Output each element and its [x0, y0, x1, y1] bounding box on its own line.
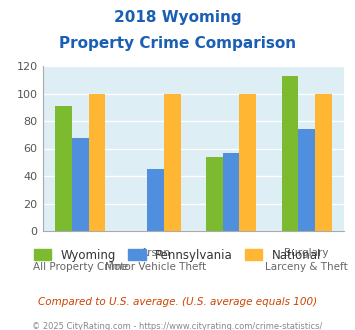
Text: Compared to U.S. average. (U.S. average equals 100): Compared to U.S. average. (U.S. average … [38, 297, 317, 307]
Text: Burglary: Burglary [284, 248, 329, 257]
Bar [206, 157, 223, 231]
Bar [147, 169, 164, 231]
Bar [164, 93, 181, 231]
Bar [282, 76, 298, 231]
Bar [72, 138, 89, 231]
Text: Arson: Arson [141, 248, 171, 257]
Text: Motor Vehicle Theft: Motor Vehicle Theft [105, 262, 206, 272]
Bar [240, 93, 256, 231]
Legend: Wyoming, Pennsylvania, National: Wyoming, Pennsylvania, National [29, 244, 326, 266]
Text: Property Crime Comparison: Property Crime Comparison [59, 36, 296, 51]
Bar [89, 93, 105, 231]
Bar [298, 129, 315, 231]
Text: All Property Crime: All Property Crime [33, 262, 128, 272]
Bar [223, 152, 240, 231]
Text: Larceny & Theft: Larceny & Theft [265, 262, 348, 272]
Text: 2018 Wyoming: 2018 Wyoming [114, 10, 241, 25]
Bar [55, 106, 72, 231]
Bar [315, 93, 332, 231]
Text: © 2025 CityRating.com - https://www.cityrating.com/crime-statistics/: © 2025 CityRating.com - https://www.city… [32, 322, 323, 330]
